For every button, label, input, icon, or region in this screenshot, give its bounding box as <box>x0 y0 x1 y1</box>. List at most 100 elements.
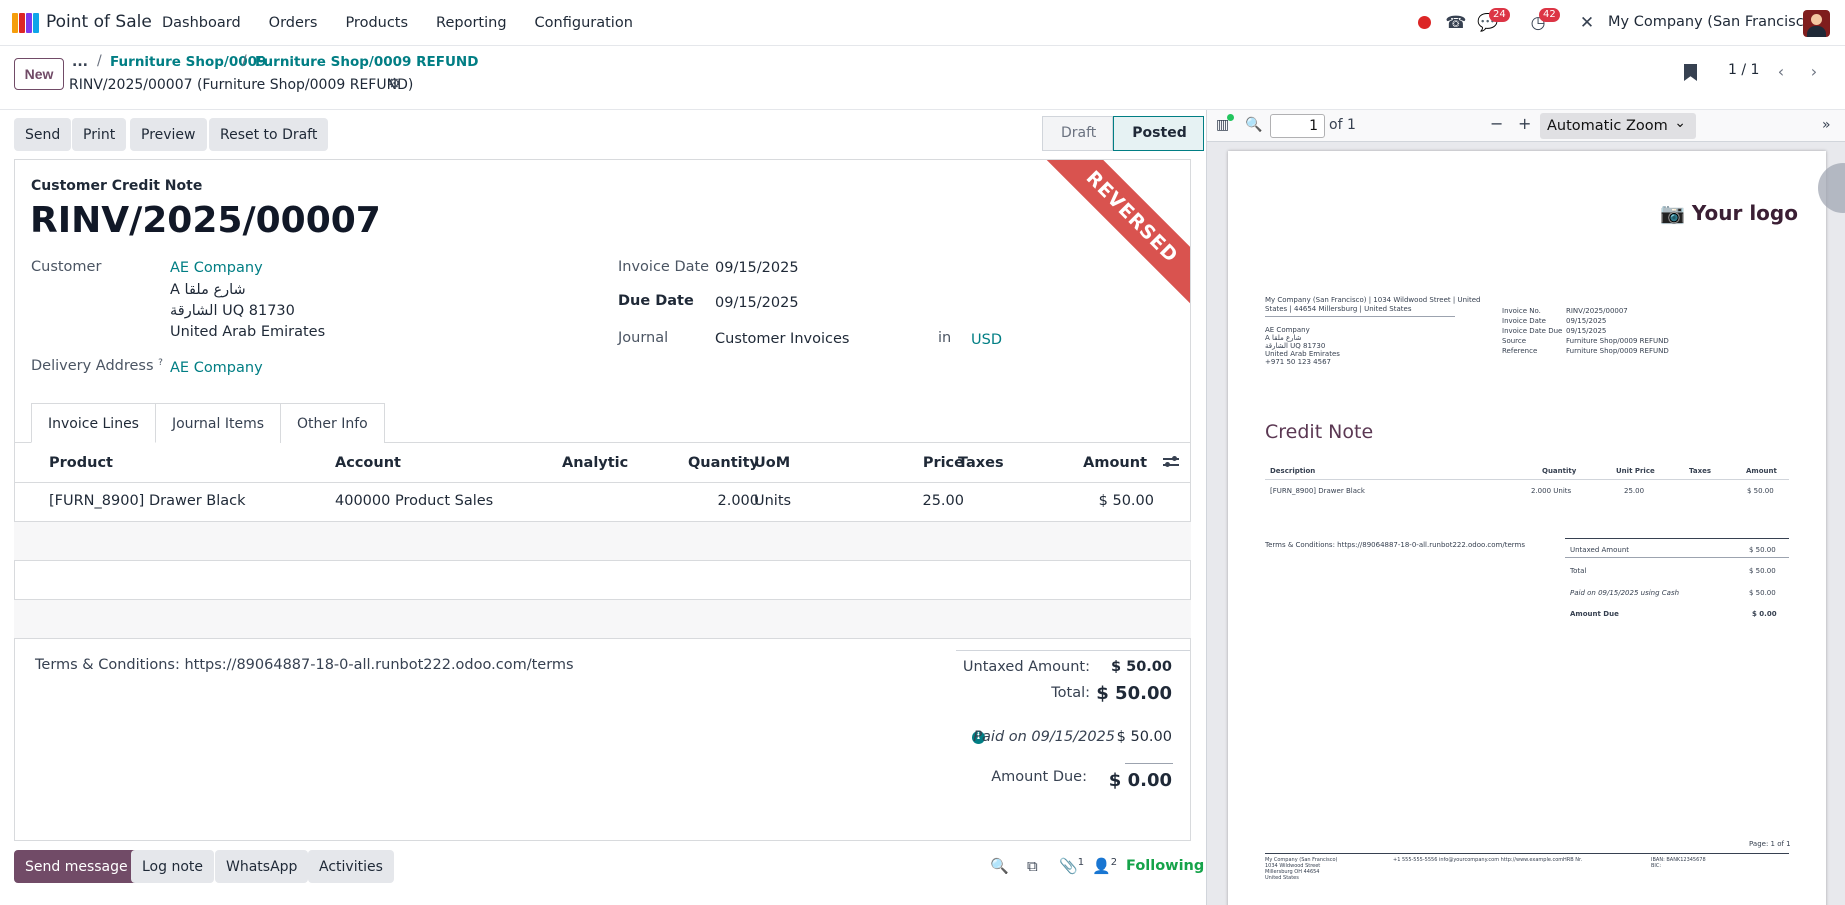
menu-configuration[interactable]: Configuration <box>534 15 633 31</box>
page-number-input[interactable] <box>1270 114 1325 138</box>
search-icon[interactable]: 🔍 <box>1245 117 1263 133</box>
delivery-address-field[interactable]: AE Company <box>170 360 263 376</box>
line-quantity[interactable]: 2.000 <box>717 493 759 509</box>
send-button[interactable]: Send <box>14 118 72 151</box>
pdf-th: Amount <box>1746 467 1777 475</box>
journal-field[interactable]: Customer Invoices <box>715 331 850 347</box>
log-note-button[interactable]: Log note <box>131 850 214 883</box>
print-button[interactable]: Print <box>72 118 127 151</box>
table-row-empty[interactable] <box>14 561 1191 600</box>
tools-icon[interactable]: ✕ <box>1579 13 1595 33</box>
zoom-out-icon[interactable]: − <box>1490 114 1504 133</box>
breadcrumb-order[interactable]: Furniture Shop/0009 <box>110 54 267 70</box>
linked-records-icon[interactable]: ⧉ <box>1027 857 1038 875</box>
breadcrumb-separator: / <box>242 53 247 69</box>
invoice-date-label: Invoice Date <box>618 259 710 275</box>
line-amount[interactable]: $ 50.00 <box>1098 493 1154 509</box>
pdf-tot-value: $ 50.00 <box>1749 546 1776 554</box>
search-icon[interactable]: 🔍 <box>990 857 1009 875</box>
phone-icon[interactable]: ☎ <box>1445 13 1467 33</box>
menu-orders[interactable]: Orders <box>268 15 318 31</box>
due-date-field[interactable]: 09/15/2025 <box>715 295 799 311</box>
pdf-company-line: My Company (San Francisco) | 1034 Wildwo… <box>1265 296 1481 304</box>
table-row[interactable]: [FURN_8900] Drawer Black 400000 Product … <box>14 483 1191 522</box>
following-button[interactable]: Following <box>1126 858 1205 874</box>
activities-button[interactable]: Activities <box>308 850 394 883</box>
pager-prev-icon[interactable]: ‹ <box>1777 62 1785 81</box>
tab-journal-items[interactable]: Journal Items <box>154 403 282 443</box>
breadcrumb-separator: / <box>97 53 102 69</box>
app-name[interactable]: Point of Sale <box>46 12 152 32</box>
breadcrumb-current: RINV/2025/00007 (Furniture Shop/0009 REF… <box>69 77 414 93</box>
line-product[interactable]: [FURN_8900] Drawer Black <box>49 493 246 509</box>
zoom-in-icon[interactable]: + <box>1518 114 1532 133</box>
attachments-count: 1 <box>1077 857 1085 868</box>
clock-icon[interactable]: ◷ 42 <box>1527 8 1560 34</box>
preview-button[interactable]: Preview <box>130 118 207 151</box>
optional-columns-icon[interactable] <box>1163 455 1179 469</box>
col-quantity[interactable]: Quantity <box>687 455 759 471</box>
pdf-footer-bic: BIC: <box>1651 863 1662 869</box>
col-product[interactable]: Product <box>49 455 113 471</box>
menu-reporting[interactable]: Reporting <box>436 15 507 31</box>
company-switcher[interactable]: My Company (San Francisco) <box>1608 14 1819 30</box>
pdf-title: Credit Note <box>1265 421 1374 443</box>
line-uom[interactable]: Units <box>754 493 792 509</box>
col-taxes[interactable]: Taxes <box>958 455 1004 471</box>
table-row-empty[interactable] <box>14 522 1191 561</box>
table-row-empty[interactable] <box>14 600 1191 639</box>
top-navbar: Point of Sale Dashboard Orders Products … <box>0 0 1845 46</box>
reset-to-draft-button[interactable]: Reset to Draft <box>209 118 329 151</box>
pdf-th: Unit Price <box>1616 467 1655 475</box>
pos-app-icon[interactable] <box>12 13 39 33</box>
pdf-th: Description <box>1270 467 1316 475</box>
pager-value[interactable]: 1 / 1 <box>1728 62 1760 78</box>
whatsapp-button[interactable]: WhatsApp <box>215 850 309 883</box>
pager-next-icon[interactable]: › <box>1810 62 1818 81</box>
notebook-tabs: Invoice Lines Journal Items Other Info <box>31 403 385 443</box>
zoom-select[interactable]: Automatic Zoom <box>1540 110 1696 139</box>
pdf-terms: Terms & Conditions: https://89064887-18-… <box>1265 541 1526 549</box>
sidebar-toggle-icon[interactable]: ▥ <box>1216 117 1230 133</box>
col-price[interactable]: Price <box>922 455 964 471</box>
invoice-date-field[interactable]: 09/15/2025 <box>715 260 799 276</box>
page-count: of 1 <box>1329 117 1356 133</box>
currency-field[interactable]: USD <box>971 332 1002 348</box>
pdf-address-line: United Arab Emirates <box>1265 350 1340 358</box>
status-posted[interactable]: Posted <box>1113 116 1204 151</box>
send-message-button[interactable]: Send message <box>14 850 139 883</box>
col-analytic[interactable]: Analytic <box>562 455 629 471</box>
customer-field[interactable]: AE Company <box>170 260 263 276</box>
col-account[interactable]: Account <box>335 455 401 471</box>
line-price[interactable]: 25.00 <box>922 493 964 509</box>
breadcrumb-more[interactable]: ... <box>72 54 88 70</box>
tab-invoice-lines[interactable]: Invoice Lines <box>31 403 156 443</box>
menu-dashboard[interactable]: Dashboard <box>162 15 241 31</box>
reversed-ribbon: REVERSED <box>1042 160 1190 308</box>
tools-expand-icon[interactable]: » <box>1822 117 1831 133</box>
user-avatar[interactable] <box>1803 10 1830 37</box>
line-account[interactable]: 400000 Product Sales <box>335 493 494 509</box>
record-icon[interactable] <box>1418 16 1431 29</box>
terms-conditions[interactable]: Terms & Conditions: https://89064887-18-… <box>35 657 574 673</box>
new-button[interactable]: New <box>14 58 64 90</box>
pdf-footer-line: 1034 Wildwood Street <box>1265 863 1321 869</box>
pdf-address-line: A شارع ملقا <box>1265 334 1302 342</box>
pdf-viewer: ▥ 🔍 of 1 − + Automatic Zoom » 📷 Your log… <box>1206 110 1845 905</box>
col-amount[interactable]: Amount <box>1083 455 1147 471</box>
status-bar: Draft Posted <box>1042 116 1204 151</box>
gear-icon[interactable]: ⚙ <box>388 76 401 92</box>
help-tooltip-icon[interactable]: ? <box>158 358 163 368</box>
breadcrumb-refund[interactable]: Furniture Shop/0009 REFUND <box>255 54 479 70</box>
pdf-tot-value: $ 0.00 <box>1752 610 1777 618</box>
chat-icon[interactable]: 💬 24 <box>1477 8 1510 34</box>
tab-other-info[interactable]: Other Info <box>280 403 385 443</box>
activity-badge: 42 <box>1539 8 1560 22</box>
followers-icon[interactable]: 👤2 <box>1092 857 1118 875</box>
info-icon[interactable]: i <box>972 731 985 744</box>
bookmark-icon[interactable] <box>1684 64 1697 81</box>
col-uom[interactable]: UoM <box>754 455 791 471</box>
menu-products[interactable]: Products <box>345 15 409 31</box>
status-draft[interactable]: Draft <box>1042 116 1114 151</box>
paperclip-icon[interactable]: 📎1 <box>1059 857 1085 875</box>
